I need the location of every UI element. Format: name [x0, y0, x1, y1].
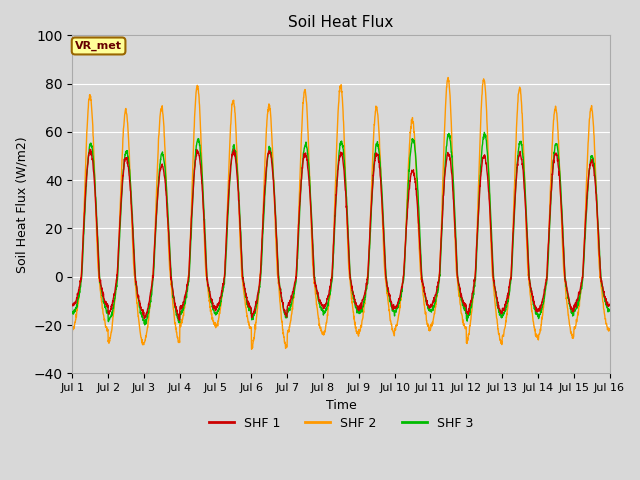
Title: Soil Heat Flux: Soil Heat Flux: [288, 15, 394, 30]
Y-axis label: Soil Heat Flux (W/m2): Soil Heat Flux (W/m2): [15, 136, 28, 273]
Legend: SHF 1, SHF 2, SHF 3: SHF 1, SHF 2, SHF 3: [204, 412, 478, 435]
X-axis label: Time: Time: [326, 398, 356, 412]
Text: VR_met: VR_met: [75, 41, 122, 51]
